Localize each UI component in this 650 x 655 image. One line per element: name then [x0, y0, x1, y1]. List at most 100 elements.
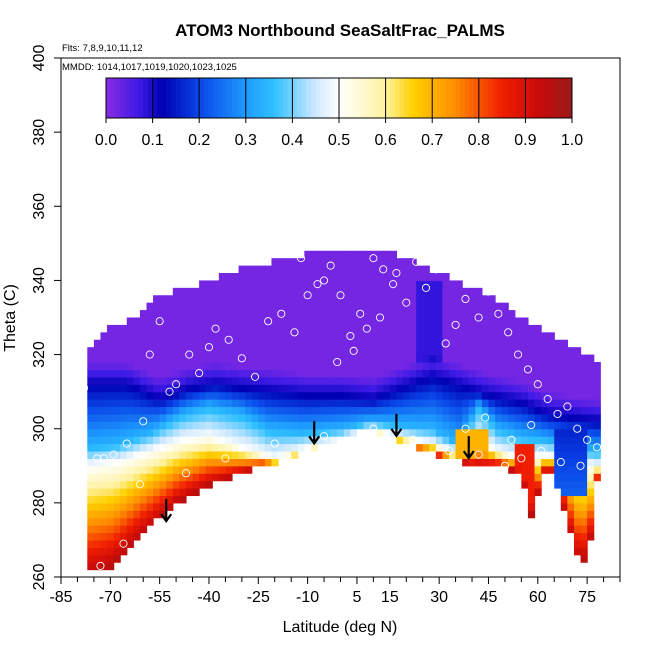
- heatmap-cell: [218, 317, 227, 326]
- heatmap-cell: [435, 376, 444, 385]
- heatmap-cell: [468, 406, 476, 415]
- heatmap-cell: [396, 413, 404, 422]
- colorbar-segment: [460, 78, 466, 118]
- heatmap-cell: [481, 369, 490, 378]
- heatmap-cell: [521, 450, 529, 459]
- heatmap-cell: [363, 324, 371, 333]
- heatmap-cell: [573, 354, 582, 363]
- heatmap-cell: [449, 354, 457, 363]
- heatmap-cell: [521, 413, 529, 422]
- heatmap-cell: [573, 443, 582, 452]
- colorbar-segment: [567, 78, 573, 118]
- colorbar-segment: [110, 78, 116, 118]
- heatmap-cell: [527, 428, 536, 437]
- colorbar-segment: [245, 78, 251, 118]
- heatmap-cell: [231, 413, 240, 422]
- heatmap-cell: [278, 287, 286, 296]
- heatmap-cell: [146, 488, 154, 497]
- heatmap-cell: [159, 302, 167, 311]
- heatmap-cell: [271, 273, 279, 282]
- heatmap-cell: [573, 369, 582, 378]
- heatmap-cell: [199, 458, 207, 467]
- heatmap-cell: [521, 391, 529, 400]
- heatmap-cell: [402, 332, 411, 341]
- heatmap-cell: [396, 399, 404, 408]
- heatmap-cell: [468, 347, 476, 356]
- heatmap-cell: [547, 354, 555, 363]
- sample-point: [494, 309, 503, 318]
- heatmap-cell: [284, 399, 292, 408]
- heatmap-cell: [567, 428, 575, 437]
- sample-point: [517, 454, 526, 463]
- heatmap-cell: [238, 280, 246, 289]
- heatmap-cell: [100, 473, 108, 482]
- heatmap-cell: [317, 436, 325, 445]
- heatmap-cell: [153, 384, 161, 393]
- heatmap-cell: [225, 302, 233, 311]
- heatmap-cell: [462, 369, 470, 378]
- heatmap-cell: [218, 369, 227, 378]
- heatmap-cell: [580, 443, 588, 452]
- heatmap-cell: [383, 399, 391, 408]
- heatmap-cell: [107, 458, 115, 467]
- heatmap-cell: [587, 473, 595, 482]
- heatmap-cell: [573, 406, 582, 415]
- colorbar-segment: [194, 78, 200, 118]
- heatmap-cell: [356, 280, 365, 289]
- heatmap-cell: [192, 376, 200, 385]
- sample-point: [484, 287, 493, 296]
- heatmap-cell: [554, 361, 562, 370]
- heatmap-cell: [376, 258, 384, 267]
- heatmap-cell: [179, 347, 187, 356]
- heatmap-cell: [107, 413, 115, 422]
- heatmap-cell: [488, 332, 496, 341]
- heatmap-cell: [501, 376, 509, 385]
- heatmap-cell: [133, 347, 141, 356]
- heatmap-cell: [113, 421, 121, 430]
- heatmap-cell: [376, 324, 384, 333]
- colorbar-segment: [404, 78, 410, 118]
- heatmap-cell: [422, 273, 430, 282]
- heatmap-cell: [416, 421, 424, 430]
- heatmap-cell: [363, 376, 371, 385]
- colorbar-segment: [325, 78, 331, 118]
- colorbar-segment: [436, 78, 443, 118]
- heatmap-cell: [258, 280, 266, 289]
- heatmap-cell: [291, 399, 299, 408]
- heatmap-cell: [495, 384, 503, 393]
- heatmap-cell: [185, 295, 194, 304]
- heatmap-cell: [231, 428, 240, 437]
- heatmap-cell: [192, 488, 200, 497]
- heatmap-cell: [330, 428, 338, 437]
- heatmap-cell: [534, 480, 542, 489]
- heatmap-cell: [278, 332, 286, 341]
- sample-point: [500, 461, 509, 470]
- heatmap-cell: [501, 302, 509, 311]
- heatmap-cell: [225, 458, 233, 467]
- heatmap-cell: [159, 406, 167, 415]
- heatmap-cell: [245, 317, 253, 326]
- heatmap-cell: [324, 295, 332, 304]
- heatmap-cell: [192, 317, 200, 326]
- heatmap-cell: [284, 302, 292, 311]
- heatmap-cell: [218, 443, 227, 452]
- heatmap-cell: [251, 421, 259, 430]
- heatmap-cell: [554, 339, 562, 348]
- heatmap-cell: [508, 436, 516, 445]
- heatmap-cell: [126, 495, 134, 504]
- heatmap-cell: [442, 317, 450, 326]
- heatmap-cell: [495, 406, 503, 415]
- heatmap-cell: [429, 339, 437, 348]
- heatmap-cell: [126, 324, 134, 333]
- heatmap-cell: [107, 510, 115, 519]
- heatmap-cell: [488, 436, 496, 445]
- heatmap-cell: [291, 347, 299, 356]
- sample-point: [349, 346, 358, 355]
- heatmap-cell: [501, 406, 509, 415]
- heatmap-cell: [350, 347, 358, 356]
- heatmap-cell: [146, 502, 154, 511]
- heatmap-cell: [146, 310, 154, 319]
- heatmap-cell: [541, 399, 549, 408]
- heatmap-cell: [442, 406, 450, 415]
- heatmap-cell: [455, 287, 463, 296]
